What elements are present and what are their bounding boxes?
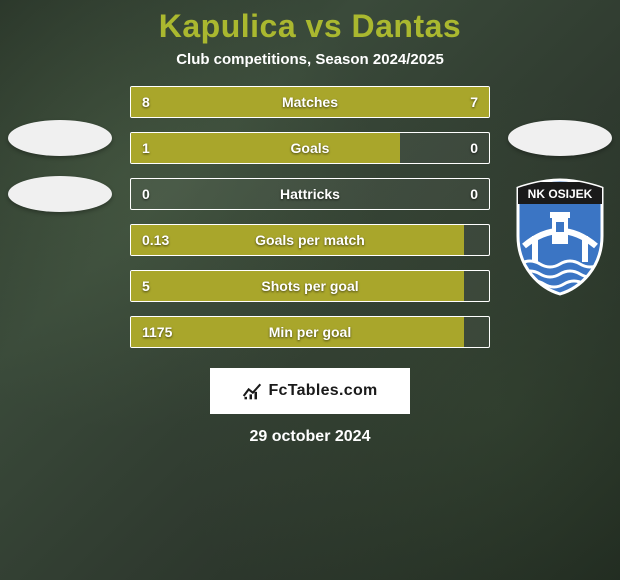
value-right: 0 xyxy=(470,140,478,156)
stat-row: 1 0 Goals xyxy=(130,132,490,164)
stat-row: 1175 Min per goal xyxy=(130,316,490,348)
value-left: 1 xyxy=(142,140,150,156)
left-badge-placeholder-2 xyxy=(8,176,112,212)
value-left: 1175 xyxy=(142,324,172,340)
value-left: 0.13 xyxy=(142,232,169,248)
club-crest-icon: NK OSIJEK xyxy=(510,176,610,296)
stat-label: Matches xyxy=(282,94,338,110)
crest-label: NK OSIJEK xyxy=(528,187,593,201)
brand-box: FcTables.com xyxy=(210,368,410,414)
value-right: 7 xyxy=(470,94,478,110)
value-left: 8 xyxy=(142,94,150,110)
value-left: 5 xyxy=(142,278,150,294)
bar-left xyxy=(131,133,400,163)
date-label: 29 october 2024 xyxy=(250,428,371,446)
left-badge-placeholder-1 xyxy=(8,120,112,156)
stat-row: 8 7 Matches xyxy=(130,86,490,118)
bar-right xyxy=(321,87,489,117)
page-title: Kapulica vs Dantas xyxy=(159,8,461,45)
left-badge-column xyxy=(0,120,120,212)
subtitle: Club competitions, Season 2024/2025 xyxy=(176,51,444,68)
right-badge-placeholder xyxy=(508,120,612,156)
stat-label: Shots per goal xyxy=(261,278,358,294)
stat-row: 5 Shots per goal xyxy=(130,270,490,302)
stat-row: 0.13 Goals per match xyxy=(130,224,490,256)
stat-row: 0 0 Hattricks xyxy=(130,178,490,210)
value-left: 0 xyxy=(142,186,150,202)
value-right: 0 xyxy=(470,186,478,202)
stat-label: Min per goal xyxy=(269,324,351,340)
stat-label: Goals per match xyxy=(255,232,365,248)
stat-label: Goals xyxy=(291,140,330,156)
brand-chart-icon xyxy=(242,381,262,401)
stat-label: Hattricks xyxy=(280,186,340,202)
brand-text: FcTables.com xyxy=(268,382,377,400)
right-badge-column: NK OSIJEK xyxy=(500,120,620,296)
